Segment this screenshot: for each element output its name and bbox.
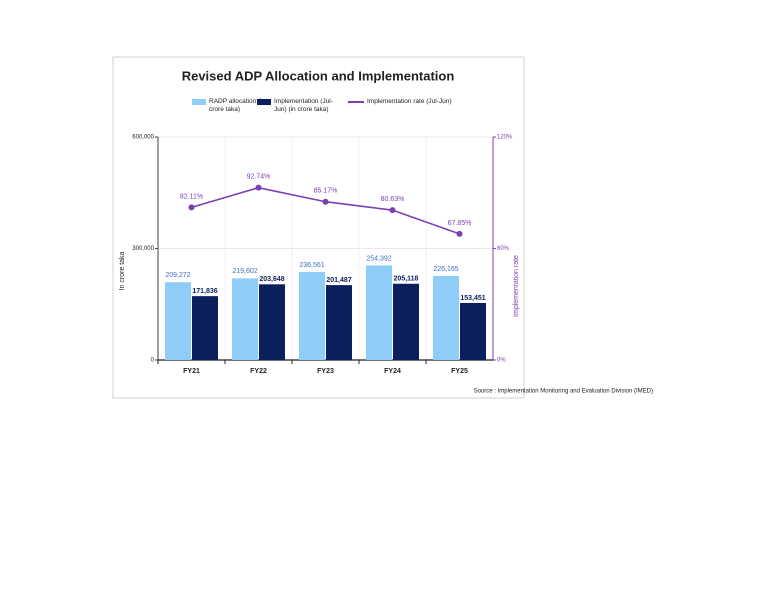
legend-swatch — [348, 101, 364, 103]
bar — [433, 275, 459, 360]
data-label: 153,451 — [460, 295, 485, 302]
data-label: 254,392 — [366, 255, 391, 262]
source-note: Source : Implementation Monitoring and E… — [474, 389, 653, 395]
bar — [460, 302, 486, 360]
chart-title: Revised ADP Allocation and Implementatio… — [182, 68, 455, 83]
data-label: 171,836 — [192, 288, 217, 295]
data-label: 236,561 — [299, 262, 324, 269]
bar — [165, 282, 191, 360]
bar — [192, 296, 218, 360]
data-label: 201,487 — [326, 277, 351, 284]
data-label: 85.17% — [314, 188, 338, 195]
legend-label: Implementation (Jul-Jun) (in crore taka) — [274, 98, 333, 113]
legend-item: Implementation (Jul-Jun) (in crore taka) — [257, 98, 336, 114]
data-label: 205,118 — [394, 276, 419, 283]
legend-label: Implementation rate (Jul-Jun) — [367, 98, 452, 105]
legend-swatch — [192, 99, 206, 105]
bar — [299, 272, 325, 360]
x-tick-label: FY22 — [250, 368, 267, 375]
y2-axis-label: Implementation rate — [513, 255, 520, 317]
y-tick-label: 0 — [151, 358, 155, 364]
bar — [259, 284, 285, 360]
x-tick-label: FY25 — [451, 368, 468, 375]
line-point — [188, 204, 195, 211]
data-label: 80.63% — [381, 196, 405, 203]
legend-swatch — [257, 99, 271, 105]
line-point — [322, 198, 329, 205]
x-tick-label: FY24 — [384, 368, 401, 375]
legend-item: RADP allocation (in crore taka) — [192, 98, 271, 114]
line-point — [389, 207, 396, 214]
data-label: 219,602 — [232, 268, 257, 275]
data-label: 67.85% — [448, 220, 472, 227]
y2-tick-label: 0% — [497, 358, 506, 364]
data-label: 226,165 — [433, 266, 458, 273]
y-axis-label: In crore taka — [119, 251, 126, 290]
y-tick-label: 600,000 — [132, 135, 154, 141]
legend-item: Implementation rate (Jul-Jun) — [348, 98, 452, 106]
data-label: 209,272 — [165, 272, 190, 279]
x-tick-label: FY23 — [317, 368, 334, 375]
y2-tick-label: 60% — [497, 246, 510, 252]
bar — [366, 265, 392, 360]
legend-label: RADP allocation (in crore taka) — [209, 98, 266, 113]
bar — [326, 285, 352, 360]
x-tick-label: FY21 — [183, 368, 200, 375]
bar — [232, 278, 258, 360]
data-label: 203,648 — [259, 276, 284, 283]
y-tick-label: 300,000 — [132, 246, 154, 252]
data-label: 82.11% — [180, 193, 203, 200]
y2-tick-label: 120% — [497, 135, 513, 141]
data-label: 92.74% — [247, 174, 271, 181]
bar — [393, 283, 419, 360]
line-point — [255, 184, 262, 191]
line-point — [456, 230, 463, 237]
